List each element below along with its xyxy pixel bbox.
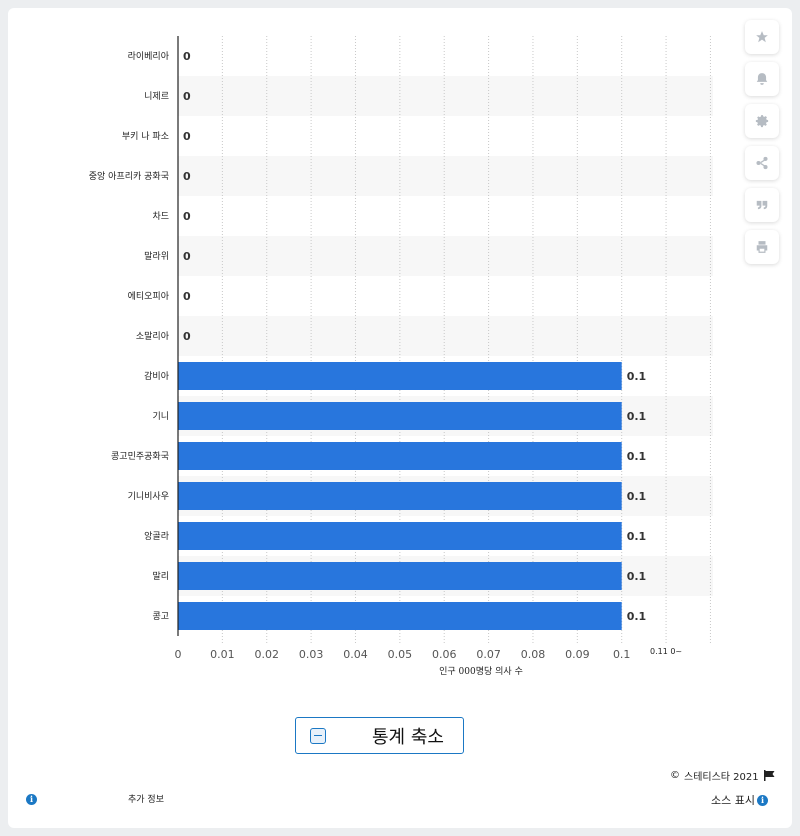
value-label: 0.1: [627, 570, 647, 583]
share-button[interactable]: [745, 146, 779, 180]
category-label: 콩고민주공화국: [111, 451, 169, 462]
category-label: 에티오피아: [128, 291, 170, 302]
print-button[interactable]: [745, 230, 779, 264]
x-tick-label: 0.08: [521, 648, 546, 661]
category-label: 감비아: [144, 370, 170, 382]
info-icon[interactable]: i: [26, 794, 37, 805]
x-tick-label: 0: [175, 648, 182, 661]
category-label: 기니: [152, 411, 169, 422]
x-tick-label: 0.11 0~: [650, 647, 682, 656]
x-axis-title: 인구 000명당 의사 수: [439, 666, 523, 677]
notification-button[interactable]: [745, 62, 779, 96]
print-icon: [756, 241, 768, 253]
copyright: © 스테티스타 2021: [670, 768, 775, 783]
category-label: 말리: [152, 570, 169, 582]
source-info-icon: i: [756, 794, 768, 806]
x-tick-label: 0.04: [343, 648, 368, 661]
source-link[interactable]: 소스 표시 i: [711, 792, 768, 808]
x-tick-label: 0.07: [476, 648, 501, 661]
category-label: 차드: [152, 210, 169, 222]
value-label: 0: [183, 290, 191, 303]
favorite-button[interactable]: [745, 20, 779, 54]
category-label: 중앙 아프리카 공화국: [89, 170, 169, 182]
value-label: 0.1: [627, 530, 647, 543]
collapse-statistics-button[interactable]: 통계 축소: [295, 717, 464, 754]
value-label: 0.1: [627, 450, 647, 463]
category-label: 니제르: [144, 91, 169, 102]
bar-chart: 라이베리아 0 니제르 0 부키 나 파소 0 중앙 아프리카 공화국 0 차드 0 말라위 0 에티오…: [89, 36, 713, 677]
bar: [178, 402, 622, 430]
value-label: 0.1: [627, 610, 647, 623]
row-band: [178, 316, 713, 356]
category-label: 라이베리아: [128, 51, 170, 62]
row-band: [178, 156, 713, 196]
settings-button[interactable]: [745, 104, 779, 138]
flag-icon[interactable]: [763, 770, 775, 781]
x-tick-label: 0.06: [432, 648, 457, 661]
quote-icon: [756, 200, 768, 210]
bar: [178, 482, 622, 510]
bar: [178, 362, 622, 390]
minus-square-icon: [310, 727, 326, 744]
star-icon: [756, 31, 768, 43]
category-label: 앙골라: [144, 530, 170, 542]
category-label: 기니비사우: [128, 491, 169, 502]
category-label: 소말리아: [136, 330, 170, 342]
gear-icon: [755, 115, 769, 128]
value-label: 0.1: [627, 410, 647, 423]
value-label: 0.1: [627, 370, 647, 383]
value-label: 0: [183, 250, 191, 263]
category-label: 콩고: [152, 611, 169, 622]
copyright-icon: ©: [670, 770, 680, 781]
value-label: 0.1: [627, 490, 647, 503]
chart-card: 라이베리아 0 니제르 0 부키 나 파소 0 중앙 아프리카 공화국 0 차드 0 말라위 0 에티오…: [8, 8, 792, 828]
x-tick-label: 0.05: [388, 648, 413, 661]
bar: [178, 562, 622, 590]
x-tick-label: 0.1: [613, 648, 631, 661]
x-tick-label: 0.03: [299, 648, 324, 661]
value-label: 0: [183, 210, 191, 223]
source-label: 소스 표시: [711, 794, 755, 807]
value-label: 0: [183, 130, 191, 143]
copyright-text: 스테티스타 2021: [684, 772, 759, 783]
row-band: [178, 76, 713, 116]
value-label: 0: [183, 50, 191, 63]
value-label: 0: [183, 330, 191, 343]
x-tick-label: 0.02: [254, 648, 279, 661]
category-label: 말라위: [144, 250, 169, 262]
cite-button[interactable]: [745, 188, 779, 222]
bar: [178, 602, 622, 630]
category-label: 부키 나 파소: [122, 131, 169, 142]
bell-icon: [756, 73, 768, 85]
row-band: [178, 236, 713, 276]
x-tick-label: 0.09: [565, 648, 590, 661]
collapse-statistics-label: 통계 축소: [372, 726, 444, 748]
more-info-link[interactable]: 추가 정보: [128, 795, 164, 805]
value-label: 0: [183, 90, 191, 103]
share-icon: [756, 156, 768, 170]
bar: [178, 522, 622, 550]
x-tick-label: 0.01: [210, 648, 235, 661]
value-label: 0: [183, 170, 191, 183]
bar: [178, 442, 622, 470]
